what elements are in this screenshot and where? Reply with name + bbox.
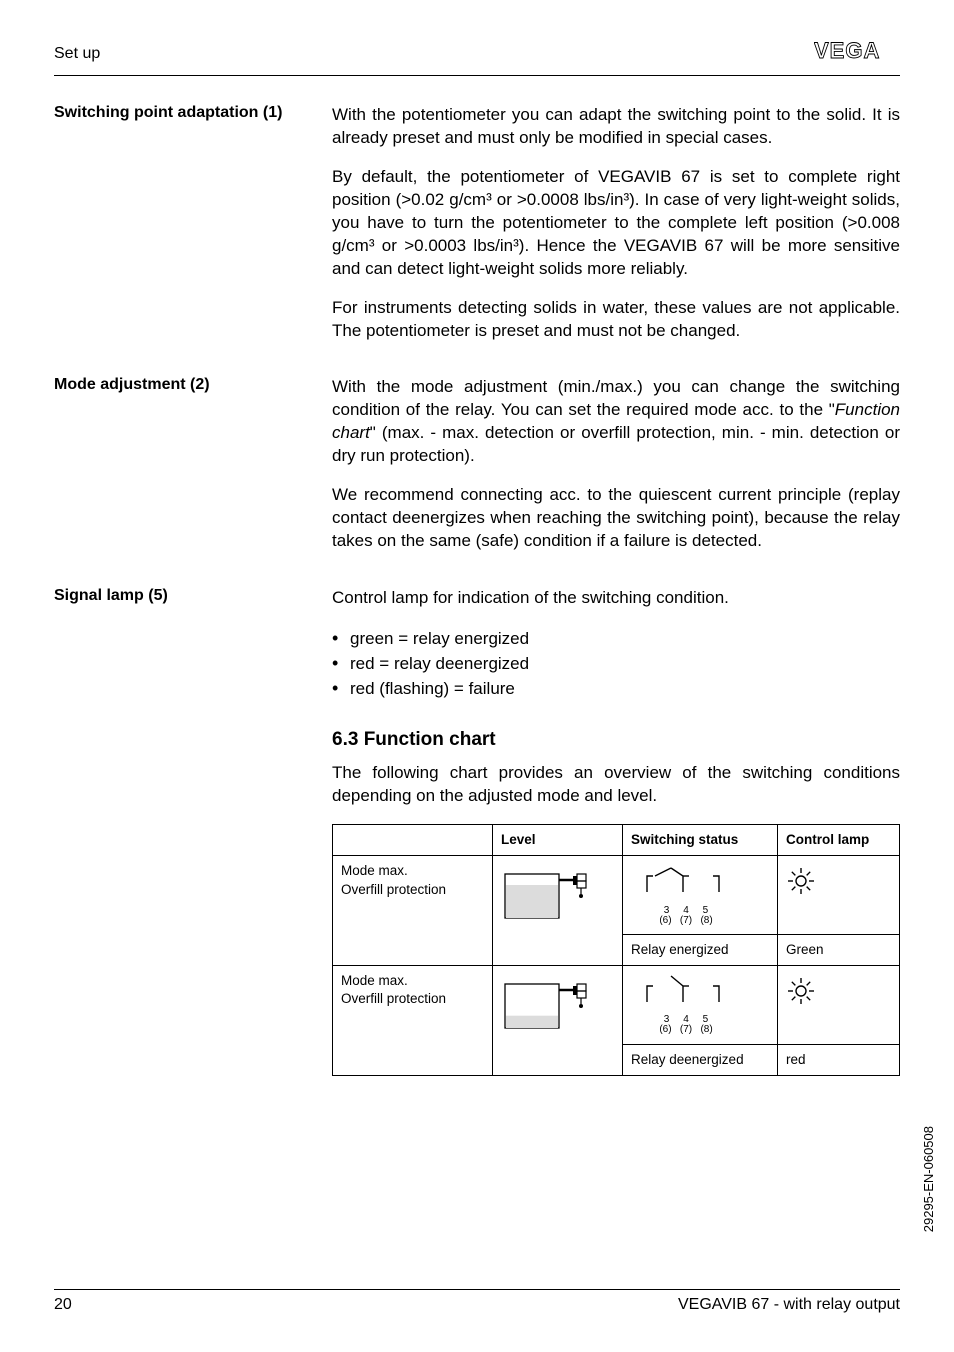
mode-p1b: " (max. - max. detection or overfill pro… [332, 423, 900, 465]
relay-contact-icon: 3 4 5 (6) (7) (8) [631, 972, 741, 1035]
chart-heading: 6.3 Function chart [332, 727, 900, 753]
function-chart-table: Level Switching status Control lamp Mode… [332, 824, 900, 1076]
mode-line1: Mode max. [341, 862, 484, 880]
cell-status-text: Relay deenergized [623, 1044, 778, 1075]
level-tank-icon [501, 978, 593, 1039]
section-chart: 6.3 Function chart The following chart p… [54, 719, 900, 1076]
spa-body: With the potentiometer you can adapt the… [332, 104, 900, 358]
page-header: Set up VEGA [54, 38, 900, 76]
spa-p3: For instruments detecting solids in wate… [332, 297, 900, 343]
cell-relay-diagram: 3 4 5 (6) (7) (8) [623, 856, 778, 934]
cell-lamp-text: Green [778, 934, 900, 965]
cell-level [493, 856, 623, 966]
cell-relay-diagram: 3 4 5 (6) (7) (8) [623, 966, 778, 1044]
side-doc-code: 29295-EN-060508 [921, 1126, 936, 1232]
chart-label-empty [54, 719, 332, 1076]
mode-p1a: With the mode adjustment (min./max.) you… [332, 377, 900, 419]
section-spa: Switching point adaptation (1) With the … [54, 104, 900, 358]
footer-doc: VEGAVIB 67 - with relay output [678, 1296, 900, 1314]
signal-bullets: green = relay energized red = relay deen… [332, 626, 900, 701]
table-header-row: Level Switching status Control lamp [333, 825, 900, 856]
header-title: Set up [54, 45, 100, 63]
chart-intro: The following chart provides an overview… [332, 762, 900, 808]
page-footer: 20 VEGAVIB 67 - with relay output [54, 1289, 900, 1314]
cell-status-text: Relay energized [623, 934, 778, 965]
mode-body: With the mode adjustment (min./max.) you… [332, 376, 900, 569]
lamp-sun-icon [786, 866, 816, 901]
cell-mode: Mode max. Overfill protection [333, 856, 493, 966]
th-blank [333, 825, 493, 856]
relay-contact-icon: 3 4 5 (6) (7) (8) [631, 862, 741, 925]
cell-level [493, 966, 623, 1076]
signal-body: Control lamp for indication of the switc… [332, 587, 900, 701]
spa-label: Switching point adaptation (1) [54, 104, 332, 358]
mode-line2: Overfill protection [341, 881, 484, 899]
signal-b2: red = relay deenergized [350, 651, 900, 676]
level-tank-icon [501, 868, 593, 929]
mode-line2: Overfill protection [341, 990, 484, 1008]
mode-label: Mode adjustment (2) [54, 376, 332, 569]
cell-mode: Mode max. Overfill protection [333, 966, 493, 1076]
cell-lamp-icon [778, 856, 900, 934]
signal-b3: red (flashing) = failure [350, 676, 900, 701]
chart-body: 6.3 Function chart The following chart p… [332, 719, 900, 1076]
svg-text:VEGA: VEGA [814, 38, 880, 63]
signal-b1: green = relay energized [350, 626, 900, 651]
page-number: 20 [54, 1296, 72, 1314]
th-level: Level [493, 825, 623, 856]
vega-logo: VEGA [814, 38, 900, 69]
th-status: Switching status [623, 825, 778, 856]
table-row: Mode max. Overfill protection 3 4 5 [333, 856, 900, 934]
table-row: Mode max. Overfill protection 3 4 5 [333, 966, 900, 1044]
section-signal: Signal lamp (5) Control lamp for indicat… [54, 587, 900, 701]
lamp-sun-icon [786, 976, 816, 1011]
mode-p1: With the mode adjustment (min./max.) you… [332, 376, 900, 468]
section-mode: Mode adjustment (2) With the mode adjust… [54, 376, 900, 569]
th-lamp: Control lamp [778, 825, 900, 856]
mode-p2: We recommend connecting acc. to the quie… [332, 484, 900, 553]
cell-lamp-text: red [778, 1044, 900, 1075]
spa-p2: By default, the potentiometer of VEGAVIB… [332, 166, 900, 281]
cell-lamp-icon [778, 966, 900, 1044]
signal-label: Signal lamp (5) [54, 587, 332, 701]
mode-line1: Mode max. [341, 972, 484, 990]
spa-p1: With the potentiometer you can adapt the… [332, 104, 900, 150]
signal-p1: Control lamp for indication of the switc… [332, 587, 900, 610]
